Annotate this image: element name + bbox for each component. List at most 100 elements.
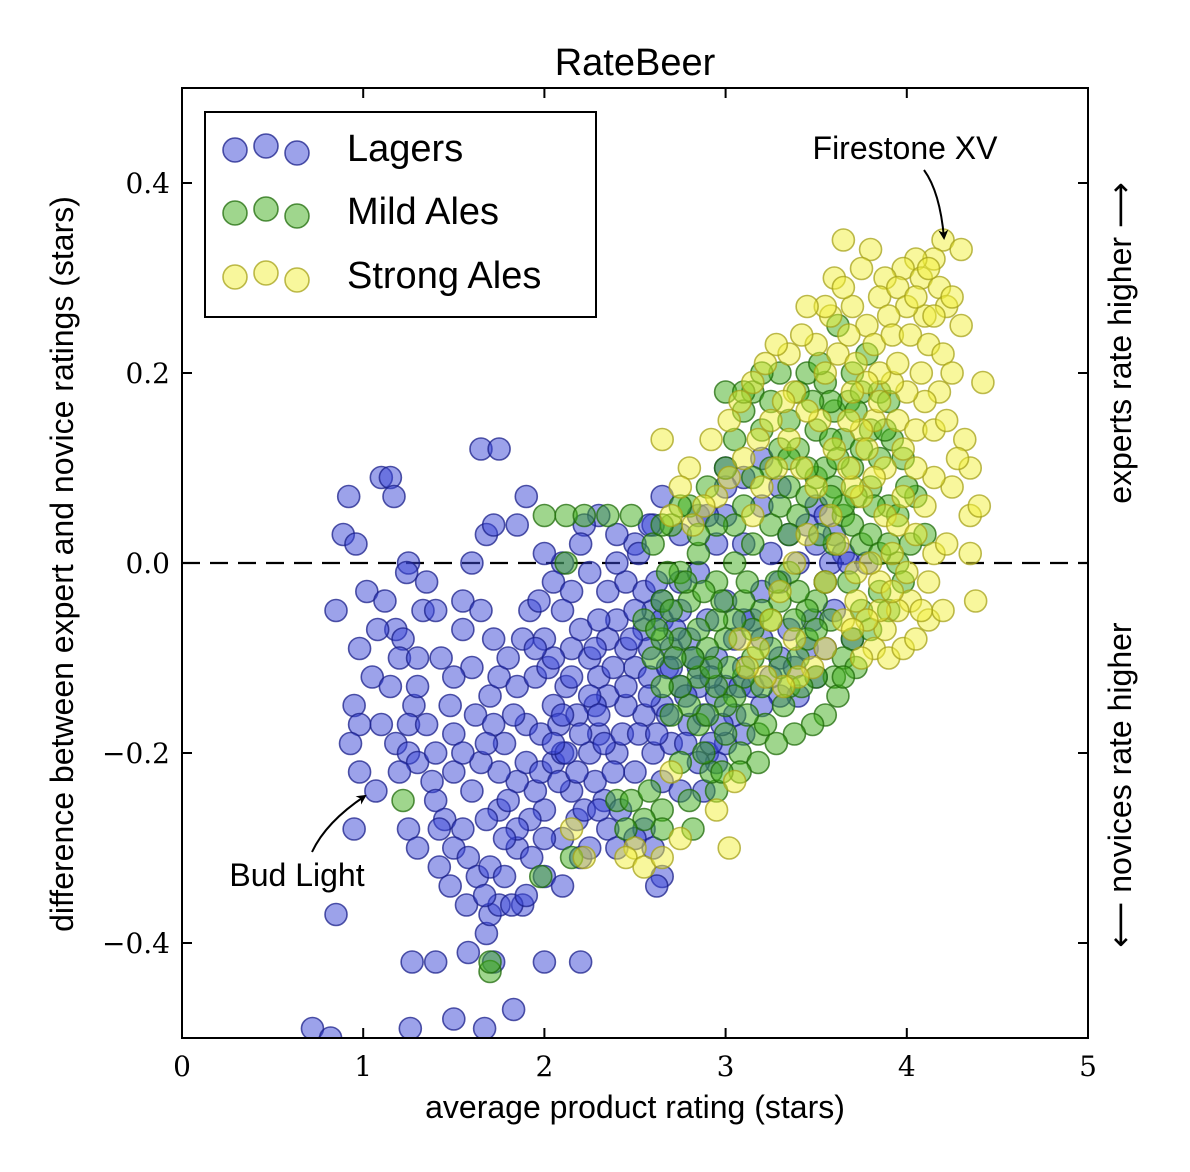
point-lagers <box>523 636 548 661</box>
legend-marker-strong-ales <box>222 260 310 293</box>
point-lagers <box>623 760 647 784</box>
point-mild-ales <box>655 560 680 585</box>
annotation-firestone: Firestone XV <box>813 130 998 240</box>
point-strong-ales <box>731 446 756 471</box>
point-mild-ales <box>478 950 502 974</box>
point-lagers <box>601 655 626 680</box>
point-lagers <box>474 807 499 832</box>
point-mild-ales <box>677 788 702 813</box>
point-strong-ales <box>572 845 597 870</box>
point-lagers <box>577 684 602 708</box>
point-lagers <box>394 560 419 585</box>
point-lagers <box>373 589 397 613</box>
point-lagers <box>347 760 372 784</box>
plot-frame <box>181 87 1089 1039</box>
point-lagers <box>586 608 611 632</box>
x-tick-label: 1 <box>354 1050 372 1083</box>
chart-title: RateBeer <box>555 42 716 84</box>
point-lagers <box>382 484 406 509</box>
legend-label-mild-ales: Mild Ales <box>347 191 499 233</box>
axis-ticks: 0 1 2 3 4 5 −0.4 −0.2 0.0 0.2 0.4 <box>102 88 1097 1083</box>
point-lagers <box>474 921 499 946</box>
point-mild-ales <box>786 503 810 528</box>
point-strong-ales <box>844 589 868 613</box>
x-tick-label: 3 <box>717 1050 735 1083</box>
point-lagers <box>423 950 448 974</box>
point-lagers <box>487 437 511 461</box>
point-lagers <box>469 598 493 623</box>
point-lagers <box>583 769 607 794</box>
x-tick-label: 2 <box>535 1050 553 1083</box>
point-lagers <box>318 1026 343 1038</box>
point-lagers <box>492 864 517 889</box>
point-lagers <box>550 598 575 623</box>
y-tick-label: 0.0 <box>125 547 170 580</box>
point-strong-ales <box>759 608 783 632</box>
point-strong-ales <box>916 570 941 594</box>
series-strong-ales <box>559 228 995 879</box>
annotation-bud-light-arrow <box>311 794 367 853</box>
point-mild-ales <box>614 817 638 841</box>
point-strong-ales <box>837 323 861 347</box>
point-strong-ales <box>753 665 778 689</box>
point-strong-ales <box>750 475 774 499</box>
point-strong-ales <box>771 674 796 699</box>
point-lagers <box>429 646 453 670</box>
point-strong-ales <box>795 399 819 423</box>
point-strong-ales <box>831 275 856 300</box>
point-lagers <box>532 826 557 851</box>
point-lagers <box>559 579 584 604</box>
point-strong-ales <box>735 655 760 680</box>
point-lagers <box>405 836 430 860</box>
point-lagers <box>487 760 511 784</box>
point-lagers <box>565 760 589 784</box>
point-strong-ales <box>904 522 928 547</box>
point-mild-ales <box>632 807 656 832</box>
point-mild-ales <box>528 864 553 889</box>
point-lagers <box>338 731 363 756</box>
point-strong-ales <box>559 817 584 841</box>
point-lagers <box>378 674 403 699</box>
point-mild-ales <box>704 513 729 537</box>
point-strong-ales <box>759 408 783 433</box>
point-lagers <box>300 1016 325 1038</box>
point-lagers <box>592 731 616 756</box>
point-mild-ales <box>699 655 723 680</box>
point-mild-ales <box>650 817 674 841</box>
point-mild-ales <box>735 570 760 594</box>
point-strong-ales <box>746 427 771 452</box>
legend-dot-mild-ales <box>253 196 279 222</box>
point-strong-ales <box>722 769 747 794</box>
point-strong-ales <box>717 465 742 490</box>
legend-dot-lagers <box>222 137 248 163</box>
point-strong-ales <box>782 627 807 651</box>
point-strong-ales <box>813 636 838 661</box>
point-strong-ales <box>837 456 861 480</box>
point-strong-ales <box>728 627 752 651</box>
point-lagers <box>456 845 481 870</box>
point-lagers <box>501 997 526 1022</box>
point-lagers <box>400 950 424 974</box>
point-strong-ales <box>940 361 964 385</box>
point-strong-ales <box>826 532 850 556</box>
point-lagers <box>586 703 611 727</box>
point-strong-ales <box>885 513 910 537</box>
point-mild-ales <box>740 532 765 556</box>
point-strong-ales <box>677 456 702 480</box>
legend-marker-lagers <box>222 133 310 166</box>
point-strong-ales <box>740 503 765 528</box>
y-tick-label: 0.2 <box>125 357 170 390</box>
point-mild-ales <box>677 693 702 718</box>
point-lagers <box>360 665 385 689</box>
point-mild-ales <box>831 665 856 689</box>
point-lagers <box>541 646 566 670</box>
point-lagers <box>364 779 388 803</box>
point-lagers <box>474 731 499 756</box>
legend-dot-mild-ales <box>284 203 310 229</box>
point-mild-ales <box>650 674 674 699</box>
point-strong-ales <box>880 579 905 604</box>
point-lagers <box>541 731 566 756</box>
x-tick-label: 5 <box>1079 1050 1097 1083</box>
point-lagers <box>614 674 638 699</box>
point-strong-ales <box>913 389 937 414</box>
